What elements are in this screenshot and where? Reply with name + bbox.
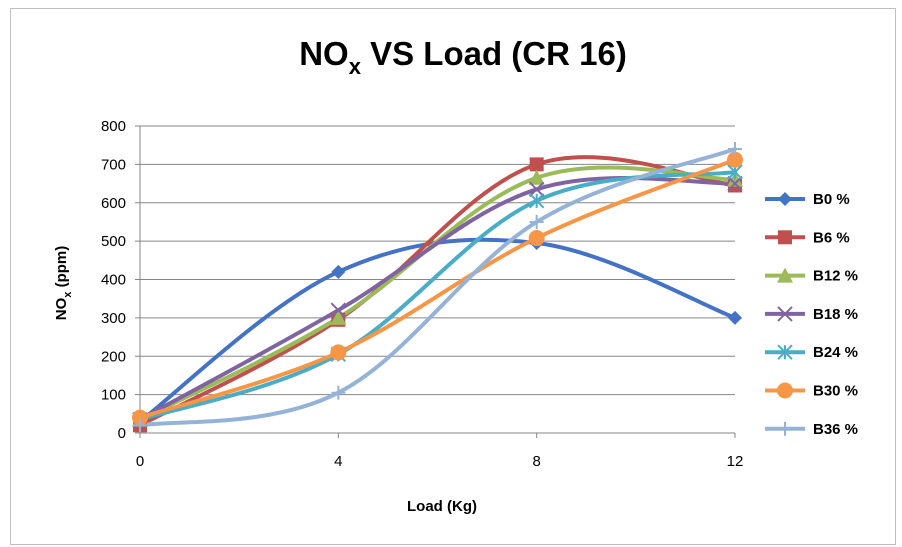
legend-marker: [777, 306, 793, 322]
y-tick-label: 300: [101, 310, 126, 327]
data-point: [132, 409, 148, 426]
y-axis-title: NOx (ppm): [53, 246, 74, 320]
series-markers: [132, 142, 743, 433]
x-axis-ticks: 0 4 8 12: [136, 433, 744, 470]
legend-label: B12 %: [813, 268, 858, 285]
data-point: [728, 142, 742, 157]
data-point: [528, 230, 545, 247]
data-point: [528, 181, 545, 198]
legend-label: B36 %: [813, 421, 858, 438]
data-point: [133, 418, 147, 433]
x-tick-label: 8: [532, 453, 540, 470]
chart-title: NOx VS Load (CR 16): [299, 35, 627, 79]
data-point: [330, 302, 347, 318]
axes: [139, 126, 735, 434]
legend-label: B6 %: [813, 229, 850, 246]
x-axis-title: Load (Kg): [407, 498, 477, 515]
series-line: [138, 155, 737, 428]
legend-marker: [778, 230, 792, 245]
data-point: [728, 310, 742, 325]
x-tick-label: 12: [727, 453, 744, 470]
data-point: [331, 385, 346, 400]
y-tick-label: 100: [101, 387, 126, 404]
legend-label: B18 %: [813, 306, 858, 323]
y-tick-label: 400: [101, 272, 126, 289]
series-line: [138, 237, 737, 424]
data-point: [727, 151, 743, 168]
y-tick-label: 800: [101, 118, 126, 135]
data-point: [727, 175, 743, 192]
y-tick-label: 600: [101, 195, 126, 212]
y-tick-label: 500: [101, 233, 126, 250]
data-point: [528, 169, 545, 185]
x-tick-label: 4: [334, 453, 342, 470]
legend-marker: [778, 192, 792, 206]
y-tick-label: 700: [101, 156, 126, 173]
series-line: [138, 157, 737, 420]
data-point: [330, 309, 347, 325]
x-tick-label: 0: [136, 453, 144, 470]
legend-label: B30 %: [813, 383, 858, 400]
chart-frame: [10, 8, 896, 545]
data-point: [330, 344, 347, 361]
legend: B0 % B6 % B12 % B18 % B24 % B30 % B36 %: [765, 191, 858, 438]
series-lines: [138, 147, 737, 428]
legend-label: B24 %: [813, 344, 858, 361]
y-tick-label: 0: [118, 425, 126, 442]
data-point: [529, 157, 544, 172]
legend-marker: [778, 421, 792, 436]
legend-marker: [777, 344, 793, 360]
y-tick-label: 200: [101, 348, 126, 365]
y-axis-ticks: 0 100 200 300 400 500 600 700 800: [101, 118, 140, 442]
legend-label: B0 %: [813, 191, 850, 208]
data-point: [529, 214, 544, 229]
gridlines: [140, 125, 735, 396]
data-point: [528, 193, 545, 209]
legend-marker: [777, 382, 793, 399]
legend-marker: [777, 267, 793, 283]
data-point: [331, 264, 346, 279]
series-line: [138, 147, 737, 428]
data-point: [727, 171, 743, 187]
